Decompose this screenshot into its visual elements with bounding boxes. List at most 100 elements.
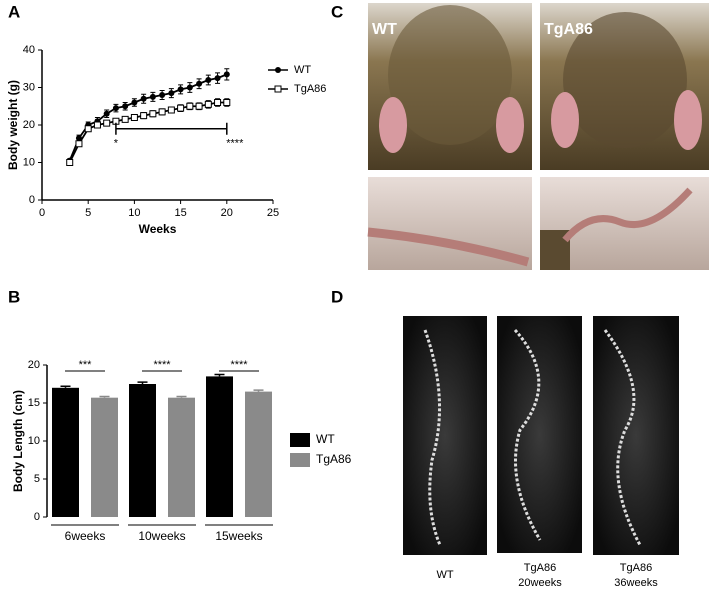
- photos: WT TgA86: [367, 3, 709, 270]
- bar: [52, 387, 79, 517]
- y-tick-label: 10: [23, 156, 35, 168]
- marker: [223, 99, 231, 106]
- legend-marker: [275, 67, 281, 73]
- y-tick-label: 20: [23, 119, 35, 131]
- marker: [214, 75, 221, 82]
- panel-label: D: [331, 287, 343, 306]
- marker: [186, 102, 194, 110]
- significance-label: ****: [226, 138, 244, 150]
- error-bar: [214, 373, 225, 377]
- bar: [168, 397, 195, 517]
- x-tick-label: 20: [221, 207, 233, 219]
- x-tick-label: 5: [85, 207, 91, 219]
- y-tick-label: 0: [29, 194, 35, 206]
- photo-detail: [367, 227, 530, 267]
- photo-detail: [388, 5, 512, 145]
- ct-label: TgA86: [524, 562, 556, 574]
- marker: [112, 105, 119, 112]
- ct-label: 20weeks: [518, 577, 562, 589]
- marker: [167, 106, 175, 114]
- marker: [205, 77, 212, 83]
- marker: [177, 86, 184, 93]
- photo-detail: [674, 90, 702, 150]
- marker: [75, 140, 83, 148]
- ct-detail: [513, 328, 542, 541]
- marker: [204, 100, 212, 108]
- x-tick-label: 15weeks: [215, 529, 262, 543]
- marker: [103, 110, 110, 117]
- ct-image: [403, 316, 487, 555]
- marker: [121, 115, 129, 123]
- photo-detail: [563, 12, 687, 148]
- marker: [196, 80, 203, 87]
- ct-label: 36weeks: [614, 577, 658, 589]
- legend-label: TgA86: [316, 452, 352, 466]
- ct-label: WT: [436, 569, 453, 581]
- photo-label: TgA86: [544, 21, 593, 38]
- y-tick-label: 30: [23, 81, 35, 93]
- y-tick-label: 0: [34, 511, 40, 523]
- y-tick-label: 40: [23, 44, 35, 56]
- marker: [149, 93, 156, 100]
- photo-detail: [551, 92, 579, 148]
- photo-detail: [496, 97, 524, 153]
- legend-marker: [274, 85, 282, 93]
- marker: [149, 110, 157, 118]
- significance-bracket: [115, 122, 228, 135]
- marker: [131, 99, 138, 106]
- bar: [129, 384, 156, 517]
- marker: [214, 99, 222, 106]
- y-tick-label: 5: [34, 473, 40, 485]
- marker: [168, 90, 175, 97]
- legend-swatch: [290, 433, 310, 447]
- ct-detail: [423, 329, 442, 546]
- y-axis-title: Body weight (g): [6, 80, 20, 170]
- significance-label: ****: [153, 359, 171, 371]
- x-tick-label: 25: [267, 207, 279, 219]
- marker: [223, 71, 230, 78]
- ct-detail: [603, 329, 642, 546]
- photo-detail: [562, 187, 693, 243]
- legend-label: WT: [294, 64, 311, 76]
- error-bar: [176, 395, 187, 398]
- y-tick-label: 20: [28, 359, 40, 371]
- significance-label: ****: [230, 359, 248, 371]
- y-tick-label: 10: [28, 435, 40, 447]
- marker: [66, 159, 74, 166]
- line: [68, 101, 227, 163]
- panel-label: C: [331, 2, 343, 21]
- bar: [91, 397, 118, 517]
- error-bar: [137, 381, 148, 384]
- x-axis-title: Weeks: [139, 222, 177, 236]
- photo-detail: [379, 97, 407, 153]
- marker: [93, 121, 101, 129]
- x-tick-label: 10weeks: [138, 529, 185, 543]
- error-bar: [60, 385, 71, 388]
- marker: [130, 114, 138, 121]
- error-bar: [253, 389, 264, 392]
- line: [68, 73, 228, 161]
- error-bar: [99, 395, 110, 398]
- marker: [186, 84, 193, 91]
- legend-swatch: [290, 453, 310, 467]
- ct-scans: WT TgA86 20weeks TgA86 36weeks: [403, 316, 679, 589]
- x-tick-label: 10: [128, 207, 140, 219]
- x-tick-label: 15: [174, 207, 186, 219]
- marker: [84, 125, 92, 133]
- significance-label: *: [114, 138, 119, 150]
- marker: [140, 112, 148, 120]
- marker: [103, 119, 111, 127]
- photo-label: WT: [372, 21, 397, 38]
- significance-label: ***: [79, 359, 93, 371]
- panel-label: B: [8, 287, 20, 306]
- x-tick-label: 0: [39, 207, 45, 219]
- y-tick-label: 15: [28, 397, 40, 409]
- ct-image: [593, 316, 679, 555]
- marker: [122, 103, 129, 110]
- bar: [245, 391, 272, 517]
- legend-label: TgA86: [294, 83, 326, 95]
- marker: [158, 108, 166, 116]
- ct-image: [497, 316, 582, 553]
- marker: [159, 92, 166, 98]
